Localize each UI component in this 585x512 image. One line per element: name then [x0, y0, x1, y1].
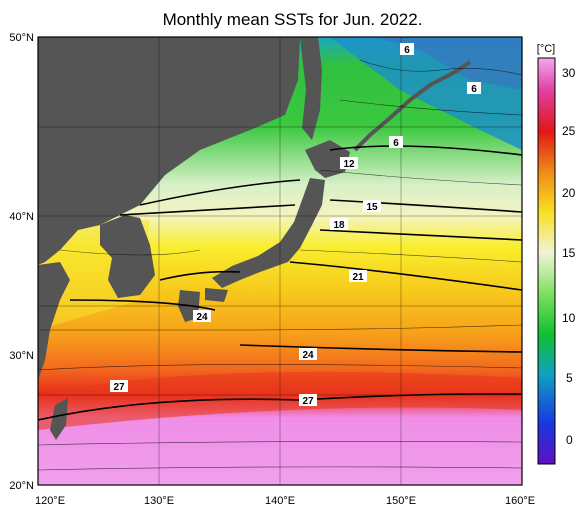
svg-text:27: 27: [302, 396, 314, 407]
map-title: Monthly mean SSTs for Jun. 2022.: [162, 10, 423, 29]
contour-label: 6: [467, 82, 481, 95]
colorbar-tick: 20: [562, 186, 576, 200]
asia-mainland: [38, 37, 300, 265]
major-contours: [38, 145, 522, 421]
shikoku: [205, 288, 228, 302]
lat-tick: 30°N: [9, 350, 34, 362]
svg-text:12: 12: [343, 159, 355, 170]
contour-label: 6: [400, 43, 414, 56]
contour-label: 24: [193, 310, 211, 323]
colorbar-ticks: 30 25 20 15 10 5 0: [562, 66, 576, 447]
svg-text:6: 6: [471, 84, 477, 95]
lon-axis: 120°E 130°E 140°E 150°E 160°E: [35, 495, 535, 507]
colorbar-tick: 15: [562, 246, 576, 260]
svg-text:21: 21: [352, 272, 364, 283]
colorbar-scale: [537, 57, 556, 465]
china-coast: [38, 262, 70, 380]
lat-axis: 50°N 40°N 30°N 20°N: [9, 32, 34, 492]
svg-text:27: 27: [113, 382, 125, 393]
contour-label: 12: [340, 157, 358, 170]
contour-label-group: 6 6 6 12 15 18 21 24 24 27 27: [110, 43, 481, 407]
sakhalin: [300, 37, 322, 140]
svg-text:24: 24: [196, 312, 208, 323]
contour-label: 15: [363, 200, 381, 213]
lon-tick: 140°E: [265, 495, 295, 507]
taiwan: [50, 398, 68, 440]
colorbar-tick: 0: [566, 433, 573, 447]
contour-label: 6: [389, 136, 403, 149]
colorbar-tick: 10: [562, 311, 576, 325]
colorbar: [°C] 30 25 20 15 10 5 0: [537, 43, 576, 465]
colorbar-tick: 30: [562, 66, 576, 80]
svg-text:24: 24: [302, 350, 314, 361]
svg-text:18: 18: [333, 220, 345, 231]
honshu: [212, 178, 325, 288]
contour-label: 27: [299, 394, 317, 407]
lon-tick: 160°E: [505, 495, 535, 507]
contour-label: 27: [110, 380, 128, 393]
lat-tick: 40°N: [9, 211, 34, 223]
lon-tick: 120°E: [35, 495, 65, 507]
coldest-sea-region: [375, 37, 522, 90]
svg-text:6: 6: [393, 138, 399, 149]
svg-text:15: 15: [366, 202, 378, 213]
korean-peninsula: [100, 215, 155, 298]
contour-24: [69, 299, 522, 353]
kuril-islands: [353, 60, 472, 152]
lon-tick: 130°E: [144, 495, 174, 507]
lon-tick: 150°E: [386, 495, 416, 507]
minor-contours: [38, 59, 522, 471]
contour-label: 18: [330, 218, 348, 231]
colorbar-tick: 25: [562, 124, 576, 138]
contour-21: [159, 261, 522, 291]
lat-tick: 50°N: [9, 32, 34, 44]
contour-label: 24: [299, 348, 317, 361]
contour-12: [329, 145, 522, 156]
graticule: [38, 37, 522, 485]
colorbar-unit: [°C]: [537, 43, 555, 55]
svg-text:6: 6: [404, 45, 410, 56]
contour-15: [139, 179, 522, 213]
lat-tick: 20°N: [9, 480, 34, 492]
colorbar-tick: 5: [566, 371, 573, 385]
map-frame: [37, 36, 523, 486]
contour-18: [119, 204, 522, 241]
contour-label: 21: [349, 270, 367, 283]
